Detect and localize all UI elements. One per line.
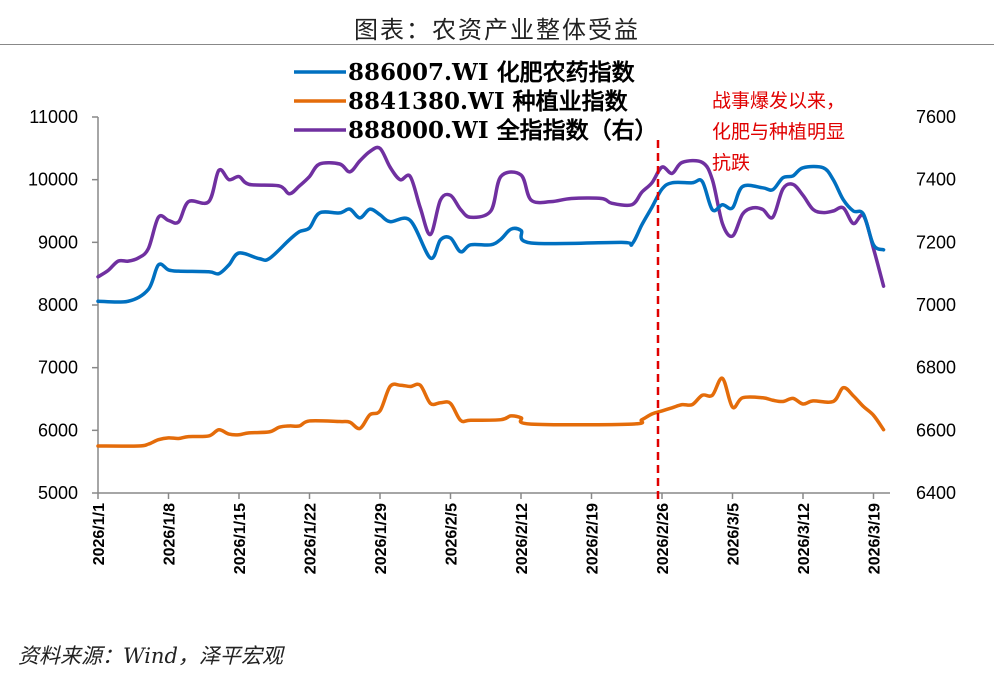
x-tick-label: 2026/1/29 (373, 503, 390, 574)
series-line-3 (96, 145, 886, 288)
right-tick-label: 7000 (916, 295, 956, 315)
right-tick-label: 7600 (916, 107, 956, 127)
left-tick-label: 7000 (38, 358, 78, 378)
chart-title: 图表：农资产业整体受益 (354, 16, 640, 44)
left-tick-label: 6000 (38, 420, 78, 440)
left-tick-label: 10000 (28, 170, 78, 190)
right-tick-label: 6800 (916, 358, 956, 378)
legend-label: 886007.WI 化肥农药指数 (348, 59, 636, 86)
annotation-text: 化肥与种植明显 (712, 121, 845, 143)
right-tick-label: 7400 (916, 170, 956, 190)
x-tick-label: 2026/2/26 (655, 503, 672, 574)
annotation-text: 战事爆发以来， (712, 90, 845, 112)
x-tick-label: 2026/1/22 (303, 503, 320, 574)
legend-label: 8841380.WI 种植业指数 (348, 88, 629, 115)
x-tick-label: 2026/2/19 (585, 503, 602, 574)
x-tick-label: 2026/3/19 (867, 503, 884, 574)
title-divider (0, 44, 994, 45)
left-tick-label: 11000 (29, 107, 78, 127)
source-note: 资料来源：Wind，泽平宏观 (18, 644, 283, 668)
left-tick-label: 8000 (38, 295, 78, 315)
left-tick-label: 9000 (38, 232, 78, 252)
left-tick-label: 5000 (38, 483, 78, 503)
right-tick-label: 6600 (916, 420, 956, 440)
x-tick-label: 2026/2/5 (444, 503, 461, 565)
right-tick-label: 7200 (916, 232, 956, 252)
x-tick-label: 2026/1/15 (232, 503, 249, 574)
annotation-text: 抗跌 (712, 152, 750, 174)
legend-label: 888000.WI 全指指数（右） (348, 117, 658, 144)
x-tick-label: 2026/1/1 (91, 503, 108, 565)
x-tick-label: 2026/2/12 (514, 503, 531, 574)
x-tick-label: 2026/3/5 (726, 503, 743, 565)
right-tick-label: 6400 (916, 483, 956, 503)
series-line-2 (96, 376, 886, 448)
x-tick-label: 2026/3/12 (796, 503, 813, 574)
series-line-1 (96, 164, 886, 304)
x-tick-label: 2026/1/8 (162, 503, 179, 565)
